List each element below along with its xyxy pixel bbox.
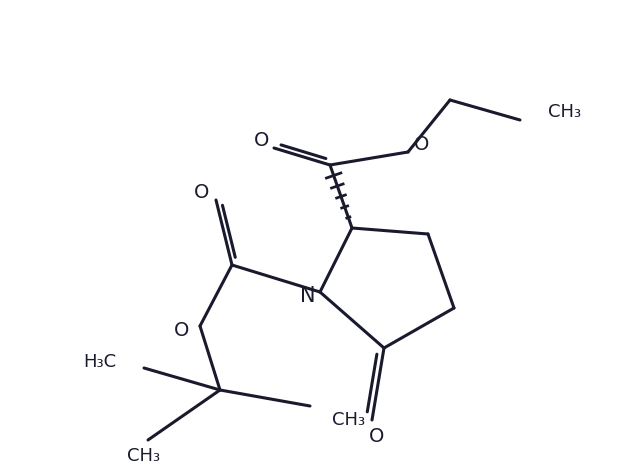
Text: O: O — [414, 134, 429, 154]
Text: CH₃: CH₃ — [332, 411, 365, 429]
Text: O: O — [195, 182, 210, 202]
Text: O: O — [369, 426, 385, 446]
Text: O: O — [254, 131, 269, 149]
Text: CH₃: CH₃ — [127, 447, 161, 465]
Text: H₃C: H₃C — [83, 353, 116, 371]
Text: N: N — [300, 286, 316, 306]
Text: O: O — [174, 321, 189, 339]
Text: CH₃: CH₃ — [548, 103, 581, 121]
